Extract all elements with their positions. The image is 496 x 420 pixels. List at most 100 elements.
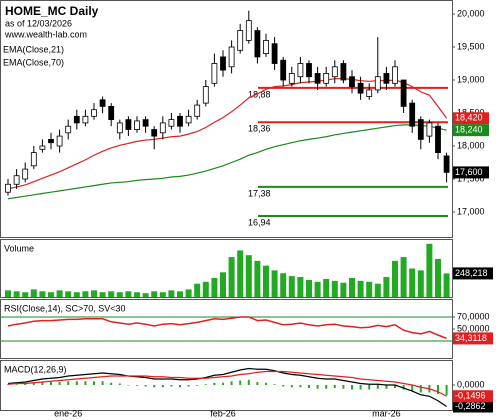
volume-bar — [82, 291, 89, 297]
volume-bar — [357, 280, 364, 297]
histogram-bar — [282, 385, 285, 387]
candle-body — [392, 66, 398, 84]
ema-line — [7, 78, 448, 190]
candle-body — [99, 99, 106, 107]
source: www.wealth-lab.com — [4, 29, 87, 39]
panel-title: MACD(12,26,9) — [4, 364, 67, 374]
y-tick-label: 19,500 — [457, 41, 485, 51]
volume-bar — [5, 290, 11, 297]
legend-entry: EMA(Close,21) — [3, 44, 64, 54]
histogram-bar — [153, 385, 156, 388]
candle-body — [314, 73, 321, 84]
volume-bar — [116, 292, 123, 297]
volume-bar — [366, 281, 373, 297]
last-value-tag — [453, 166, 489, 179]
candle-body — [116, 122, 123, 134]
candle-body — [409, 102, 416, 127]
volume-bar — [374, 283, 381, 297]
volume-bar — [30, 289, 37, 297]
histogram-bar — [15, 384, 18, 386]
level-label: 16,94 — [248, 217, 271, 227]
histogram-bar — [239, 380, 242, 386]
volume-bar — [340, 282, 347, 297]
candle-body — [263, 40, 269, 55]
volume-bar — [409, 268, 416, 297]
candle-body — [374, 76, 381, 91]
candle-body — [30, 152, 37, 167]
candle-body — [91, 109, 97, 117]
candle-body — [134, 120, 140, 130]
candle-body — [13, 175, 20, 185]
x-tick-label: ene-26 — [54, 408, 82, 418]
last-value-label: -0,1496 — [455, 391, 486, 401]
volume-bar — [280, 273, 287, 297]
histogram-bar — [299, 385, 302, 388]
ema-line — [7, 124, 447, 200]
volume-bar — [159, 292, 166, 297]
candle-body — [228, 46, 235, 68]
x-tick-label: feb-26 — [210, 408, 236, 418]
rsi-line — [7, 316, 447, 340]
histogram-bar — [110, 382, 113, 386]
volume-bar — [125, 291, 132, 297]
histogram-bar — [67, 381, 70, 386]
candle-body — [159, 122, 166, 134]
macd-line — [7, 370, 447, 397]
last-value-tag — [453, 332, 493, 345]
candle-body — [237, 30, 244, 51]
last-value-label: 34,3118 — [455, 333, 487, 343]
volume-bar — [435, 259, 441, 297]
histogram-bar — [325, 385, 328, 389]
histogram-bar — [437, 385, 439, 395]
volume-bar — [400, 257, 407, 297]
histogram-bar — [196, 385, 199, 386]
histogram-bar — [333, 385, 336, 389]
candle-body — [48, 139, 54, 144]
candle-body — [5, 183, 11, 193]
macd-line — [7, 367, 447, 407]
candle-body — [22, 168, 29, 180]
volume-bar — [185, 289, 192, 297]
histogram-bar — [204, 384, 207, 386]
volume-bar — [349, 278, 355, 297]
candle-body — [443, 155, 450, 173]
level-label: 17,38 — [248, 188, 271, 198]
histogram-bar — [41, 382, 44, 386]
candle-body — [297, 63, 304, 78]
volume-bar — [56, 290, 63, 297]
volume-bar — [220, 272, 226, 297]
last-value-label: 18,240 — [455, 125, 483, 135]
candle-body — [340, 63, 347, 81]
histogram-bar — [290, 385, 293, 388]
last-value-label: 18,420 — [455, 113, 483, 123]
volume-bar — [426, 243, 433, 297]
volume-bar — [306, 279, 312, 297]
volume-bar — [22, 292, 29, 297]
volume-bar — [13, 291, 20, 297]
volume-bar — [254, 260, 261, 297]
candle-body — [357, 82, 364, 94]
candle-body — [108, 106, 115, 121]
volume-bar — [73, 292, 80, 297]
candle-body — [65, 125, 72, 134]
histogram-bar — [359, 385, 362, 390]
last-value-tag — [453, 124, 489, 137]
y-tick-label: 20,000 — [457, 8, 485, 18]
candle-body — [254, 30, 261, 58]
volume-bar — [245, 255, 252, 297]
legend-entry: EMA(Close,70) — [3, 57, 64, 67]
candle-body — [39, 145, 46, 150]
volume-bar — [99, 292, 106, 297]
histogram-bar — [402, 385, 405, 390]
histogram-bar — [101, 381, 104, 386]
last-value-tag — [453, 400, 493, 413]
candle-body — [331, 66, 338, 78]
volume-bar — [39, 291, 46, 297]
histogram-bar — [230, 381, 233, 386]
histogram-bar — [213, 382, 216, 386]
histogram-bar — [256, 382, 259, 386]
x-tick-label: mar-26 — [372, 408, 401, 418]
histogram-bar — [144, 385, 147, 387]
histogram-bar — [273, 384, 276, 386]
volume-bar — [202, 281, 209, 297]
